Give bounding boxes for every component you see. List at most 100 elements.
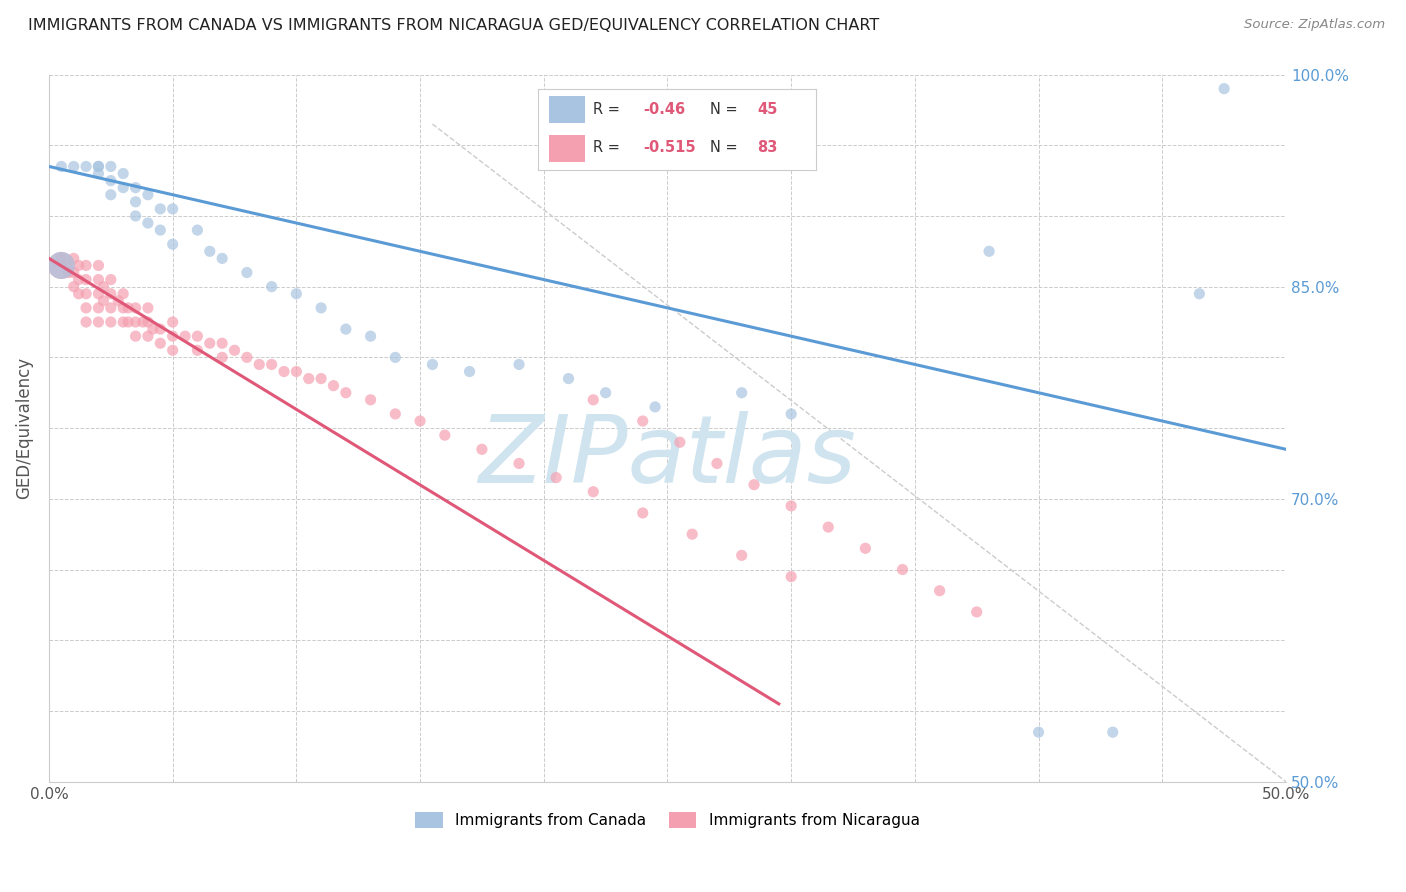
Point — [557, 371, 579, 385]
Point — [198, 336, 221, 351]
Point — [62, 279, 84, 293]
Point — [631, 506, 654, 520]
Point — [136, 187, 159, 202]
Point — [100, 173, 122, 187]
Point — [322, 378, 344, 392]
Point — [87, 286, 110, 301]
Point — [75, 259, 97, 273]
Point — [1188, 286, 1211, 301]
Point — [142, 322, 165, 336]
Point — [132, 315, 155, 329]
Point — [162, 202, 184, 216]
Point — [260, 358, 283, 372]
Point — [100, 286, 122, 301]
Point — [309, 371, 332, 385]
Point — [75, 301, 97, 315]
Point — [309, 301, 332, 315]
Point — [112, 167, 135, 181]
Point — [644, 400, 666, 414]
Point — [124, 209, 146, 223]
Point — [928, 583, 950, 598]
Point — [124, 329, 146, 343]
Point — [136, 329, 159, 343]
Point — [124, 315, 146, 329]
Point — [100, 160, 122, 174]
Text: Source: ZipAtlas.com: Source: ZipAtlas.com — [1244, 18, 1385, 31]
Point — [335, 385, 357, 400]
Point — [149, 202, 172, 216]
Point — [117, 315, 139, 329]
Point — [260, 279, 283, 293]
Point — [1028, 725, 1050, 739]
Point — [669, 435, 692, 450]
Y-axis label: GED/Equivalency: GED/Equivalency — [15, 357, 32, 500]
Point — [75, 272, 97, 286]
Point — [211, 252, 233, 266]
Point — [780, 569, 803, 583]
Text: ZIPatlas: ZIPatlas — [478, 411, 856, 502]
Point — [112, 286, 135, 301]
Point — [136, 216, 159, 230]
Point — [186, 343, 208, 358]
Point — [247, 358, 270, 372]
Point — [112, 301, 135, 315]
Point — [236, 351, 259, 365]
Point — [174, 329, 197, 343]
Point — [285, 286, 308, 301]
Point — [211, 336, 233, 351]
Point — [224, 343, 246, 358]
Point — [731, 385, 754, 400]
Point — [93, 293, 115, 308]
Point — [149, 223, 172, 237]
Point — [853, 541, 876, 556]
Point — [117, 301, 139, 315]
Point — [51, 160, 73, 174]
Point — [136, 315, 159, 329]
Point — [87, 160, 110, 174]
Point — [1213, 81, 1236, 95]
Point — [582, 484, 605, 499]
Point — [360, 392, 382, 407]
Point — [124, 301, 146, 315]
Point — [335, 322, 357, 336]
Point — [62, 266, 84, 280]
Point — [93, 279, 115, 293]
Point — [162, 315, 184, 329]
Point — [211, 351, 233, 365]
Point — [198, 244, 221, 259]
Point — [186, 223, 208, 237]
Point — [136, 301, 159, 315]
Point — [966, 605, 988, 619]
Point — [87, 167, 110, 181]
Point — [780, 407, 803, 421]
Point — [273, 364, 295, 378]
Point — [67, 259, 90, 273]
Point — [67, 272, 90, 286]
Point — [162, 329, 184, 343]
Point — [100, 272, 122, 286]
Legend: Immigrants from Canada, Immigrants from Nicaragua: Immigrants from Canada, Immigrants from … — [409, 805, 925, 834]
Point — [51, 259, 73, 273]
Point — [112, 180, 135, 194]
Text: IMMIGRANTS FROM CANADA VS IMMIGRANTS FROM NICARAGUA GED/EQUIVALENCY CORRELATION : IMMIGRANTS FROM CANADA VS IMMIGRANTS FRO… — [28, 18, 879, 33]
Point — [817, 520, 839, 534]
Point — [977, 244, 1000, 259]
Point — [458, 364, 481, 378]
Point — [112, 315, 135, 329]
Point — [186, 329, 208, 343]
Point — [422, 358, 444, 372]
Point — [124, 180, 146, 194]
Point — [681, 527, 703, 541]
Point — [162, 343, 184, 358]
Point — [508, 358, 530, 372]
Point — [891, 562, 914, 576]
Point — [67, 286, 90, 301]
Point — [87, 160, 110, 174]
Point — [62, 160, 84, 174]
Point — [51, 252, 73, 266]
Point — [100, 187, 122, 202]
Point — [780, 499, 803, 513]
Point — [742, 477, 765, 491]
Point — [100, 315, 122, 329]
Point — [87, 315, 110, 329]
